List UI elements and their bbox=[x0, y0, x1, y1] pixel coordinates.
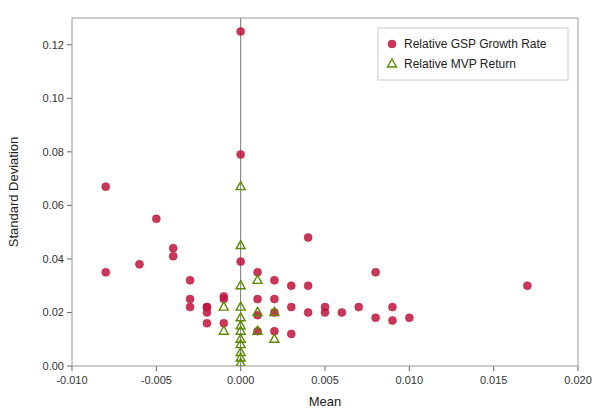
point bbox=[338, 308, 346, 316]
y-tick bbox=[67, 366, 72, 367]
point bbox=[237, 151, 245, 159]
point bbox=[523, 282, 531, 290]
point bbox=[253, 307, 262, 315]
legend-marker bbox=[388, 59, 397, 67]
y-axis-label: Standard Deviation bbox=[6, 137, 21, 248]
point bbox=[237, 258, 245, 266]
x-tick bbox=[156, 366, 157, 371]
legend-box bbox=[378, 28, 568, 80]
point bbox=[186, 276, 194, 284]
legend-marker bbox=[388, 40, 396, 48]
y-tick-label: 0.02 bbox=[43, 306, 64, 318]
y-tick bbox=[67, 205, 72, 206]
point bbox=[203, 319, 211, 327]
point bbox=[270, 276, 278, 284]
point bbox=[102, 268, 110, 276]
axes: -0.010 -0.005 0.000 0.005 0.010 0.015 0.020 0.0… bbox=[43, 18, 592, 386]
point bbox=[236, 358, 245, 366]
point bbox=[236, 182, 245, 190]
x-tick bbox=[240, 366, 241, 371]
point bbox=[304, 308, 312, 316]
point bbox=[186, 303, 194, 311]
y-tick bbox=[67, 44, 72, 45]
y-tick bbox=[67, 98, 72, 99]
legend-label: Relative MVP Return bbox=[404, 57, 516, 71]
point bbox=[253, 275, 262, 283]
point bbox=[270, 307, 279, 315]
point bbox=[236, 281, 245, 289]
x-tick-label: -0.010 bbox=[56, 374, 87, 386]
x-tick-label: 0.015 bbox=[480, 374, 508, 386]
point bbox=[169, 252, 177, 260]
point bbox=[219, 326, 228, 334]
y-tick bbox=[67, 312, 72, 313]
point bbox=[253, 326, 262, 334]
x-tick-label: 0.000 bbox=[227, 374, 255, 386]
point bbox=[102, 183, 110, 191]
y-tick-label: 0.04 bbox=[43, 253, 64, 265]
legend-label: Relative GSP Growth Rate bbox=[404, 37, 547, 51]
point bbox=[236, 241, 245, 249]
x-tick bbox=[578, 366, 579, 371]
point bbox=[270, 308, 278, 316]
point bbox=[169, 244, 177, 252]
plot-frame bbox=[72, 18, 578, 366]
point bbox=[270, 295, 278, 303]
y-tick bbox=[67, 151, 72, 152]
point bbox=[254, 327, 262, 335]
x-tick bbox=[493, 366, 494, 371]
point bbox=[270, 334, 279, 342]
point bbox=[287, 330, 295, 338]
point bbox=[355, 303, 363, 311]
series bbox=[219, 182, 279, 366]
x-tick bbox=[409, 366, 410, 371]
y-tick-label: 0.10 bbox=[43, 92, 64, 104]
point bbox=[135, 260, 143, 268]
point bbox=[186, 295, 194, 303]
x-tick-label: 0.010 bbox=[396, 374, 424, 386]
y-tick bbox=[67, 258, 72, 259]
point bbox=[287, 303, 295, 311]
y-tick-label: 0.00 bbox=[43, 360, 64, 372]
point bbox=[254, 295, 262, 303]
point bbox=[388, 316, 396, 324]
x-tick bbox=[325, 366, 326, 371]
point bbox=[237, 27, 245, 35]
y-tick-label: 0.08 bbox=[43, 146, 64, 158]
point bbox=[152, 215, 160, 223]
x-tick-label: 0.005 bbox=[311, 374, 339, 386]
legend: Relative GSP Growth Rate Relative MVP Ret… bbox=[378, 28, 568, 80]
point bbox=[405, 314, 413, 322]
plot-area bbox=[102, 18, 532, 366]
y-tick-label: 0.12 bbox=[43, 39, 64, 51]
point bbox=[304, 282, 312, 290]
point bbox=[372, 268, 380, 276]
chart: -0.010 -0.005 0.000 0.005 0.010 0.015 0.020 0.0… bbox=[0, 0, 600, 418]
x-tick-label: -0.005 bbox=[141, 374, 172, 386]
point bbox=[372, 314, 380, 322]
x-tick-label: 0.020 bbox=[564, 374, 592, 386]
point bbox=[388, 303, 396, 311]
x-tick bbox=[72, 366, 73, 371]
point bbox=[304, 234, 312, 242]
x-axis-label: Mean bbox=[309, 394, 342, 409]
point bbox=[321, 308, 329, 316]
point bbox=[219, 302, 228, 310]
point bbox=[287, 282, 295, 290]
point bbox=[236, 302, 245, 310]
y-tick-label: 0.06 bbox=[43, 199, 64, 211]
point bbox=[203, 308, 211, 316]
